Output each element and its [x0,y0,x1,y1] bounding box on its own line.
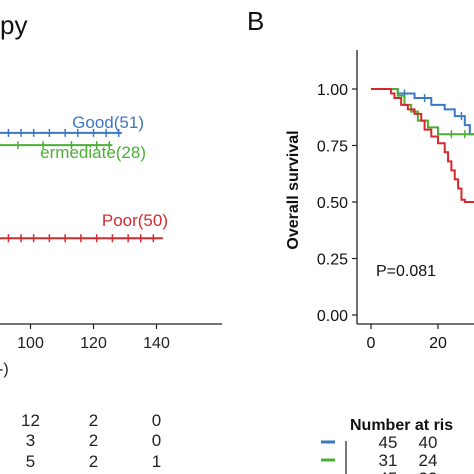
panel-b-y-tick-label: 0.00 [317,308,348,325]
panel-b-curve-line [371,88,474,203]
panel-b-x-tick-label: 0 [367,335,376,352]
panel-a-risk-value: 12 [21,411,40,430]
panel-a-series-label: ermediate(28) [40,143,146,162]
panel-b: B Overall survival 1.000.750.500.250.00 … [247,6,474,474]
panel-b-risk-value: 24 [419,451,438,470]
panel-a-risk-value: 5 [26,452,35,471]
panel-a-series-label: Poor(50) [102,211,168,230]
panel-b-y-tick-label: 0.50 [317,195,348,212]
panel-a-risk-value: 1 [152,452,161,471]
panel-a-risk-value: 3 [26,431,35,450]
panel-b-y-tick-label: 0.25 [317,252,348,269]
panel-a-title: py [0,10,27,40]
panel-b-x-ticks: 0 20 [367,324,447,352]
panel-a-series-label: Good(51) [72,113,144,132]
panel-a-risk-value: 2 [89,452,98,471]
panel-b-curve-line [371,88,474,136]
panel-a-risk-value: 0 [152,411,161,430]
panel-b-risk-value: 40 [419,433,438,452]
panel-b-letter: B [247,6,264,36]
panel-a-curves: Good(51) ermediate(28) Poor(50) [0,113,168,243]
panel-a-risk-value: 0 [152,431,161,450]
panel-a-risk-value: 2 [89,431,98,450]
panel-b-y-tick-label: 1.00 [317,82,348,99]
panel-b-y-tick-label: 0.75 [317,139,348,156]
panel-b-x-tick-label: 20 [429,335,447,352]
panel-b-y-ticks: 1.00 0.75 0.50 0.25 0.00 [317,82,357,325]
panel-b-risk-value: 31 [379,451,398,470]
panel-b-risk-table: 45 40 31 24 45 33 [321,433,437,474]
panel-b-risk-value: 45 [379,433,398,452]
panel-b-curves [371,88,474,203]
panel-b-risk-header: Number at ris [350,417,453,434]
panel-a-x-tick-label: 120 [80,335,107,352]
panel-b-y-label: Overall survival [285,130,302,249]
panel-a-x-tick-label: 100 [17,335,44,352]
panel-b-risk-value: 33 [419,469,438,474]
panel-a-risk-value: 2 [89,411,98,430]
panel-a-x-tick-label: 140 [143,335,170,352]
panel-b-curve-line [371,88,474,136]
panel-a-risk-table: 12 2 0 3 2 0 5 2 1 [21,411,161,471]
panel-a: py Good(51)ermediate(28)Poor(50) 100 120 1… [0,10,222,471]
panel-a-x-label: -) [0,361,9,378]
panel-a-x-ticks: 100 120 140 [17,324,170,352]
panel-b-pvalue: P=0.081 [376,263,436,280]
panel-b-risk-value: 45 [379,469,398,474]
